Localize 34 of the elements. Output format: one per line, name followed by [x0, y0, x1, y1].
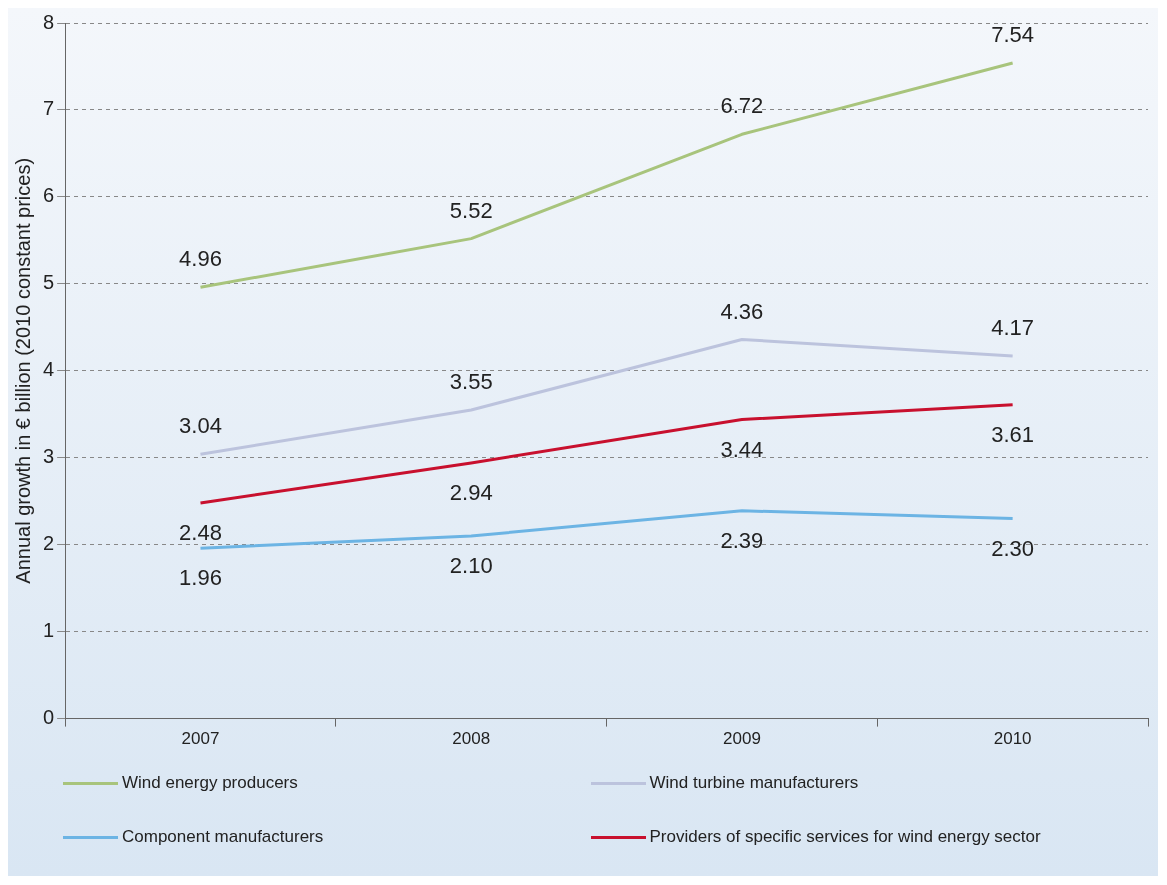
y-tick-label: 1 — [43, 619, 55, 642]
data-label: 4.17 — [991, 315, 1035, 341]
legend-label: Component manufacturers — [122, 827, 324, 847]
legend-label: Wind energy producers — [122, 773, 298, 793]
y-tick-label: 2 — [43, 532, 55, 555]
y-tick-label: 0 — [43, 706, 55, 729]
y-tick-label: 3 — [43, 445, 55, 468]
y-tick-label: 6 — [43, 184, 55, 207]
y-tick-label: 4 — [43, 358, 55, 381]
data-label: 4.36 — [720, 298, 764, 324]
y-tick-label: 8 — [43, 10, 55, 33]
data-label: 7.54 — [991, 22, 1035, 48]
x-tick-label: 2010 — [993, 729, 1032, 749]
data-label: 3.04 — [179, 413, 222, 439]
y-tick-label: 5 — [43, 271, 55, 294]
data-label: 3.44 — [720, 436, 764, 462]
data-label: 2.94 — [449, 480, 493, 506]
data-label: 2.48 — [179, 520, 222, 546]
data-label: 6.72 — [720, 93, 764, 119]
data-label: 2.39 — [720, 527, 764, 553]
data-label: 3.55 — [449, 368, 493, 394]
data-label: 3.61 — [991, 421, 1035, 447]
data-label: 2.30 — [991, 535, 1035, 561]
data-label: 4.96 — [179, 246, 222, 272]
y-tick-label: 7 — [43, 97, 55, 120]
data-label: 5.52 — [449, 197, 493, 223]
data-label: 1.96 — [179, 565, 222, 591]
legend-label: Providers of specific services for wind energy sector — [649, 827, 1041, 847]
data-label: 2.10 — [449, 553, 493, 579]
x-tick-label: 2009 — [723, 729, 761, 749]
x-tick-label: 2007 — [181, 729, 220, 749]
x-tick-label: 2008 — [452, 729, 491, 749]
legend-label: Wind turbine manufacturers — [649, 773, 859, 793]
y-axis-title: Annual growth in € billion (2010 constant prices) — [11, 157, 34, 584]
